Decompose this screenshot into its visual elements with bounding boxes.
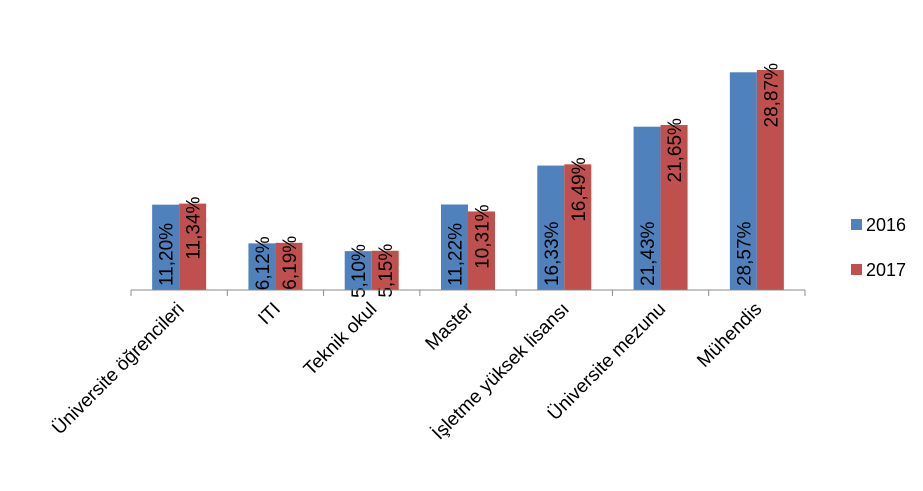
- data-label: 5,10%: [349, 244, 370, 298]
- data-label: 5,15%: [376, 244, 397, 298]
- bar-2017: [756, 70, 784, 291]
- data-label: 11,34%: [184, 196, 205, 259]
- bar-2016: [344, 251, 372, 290]
- bar-2016: [537, 165, 565, 290]
- data-label: 10,31%: [473, 204, 494, 269]
- category-label: ITI: [254, 299, 285, 330]
- bar-2017: [275, 242, 303, 290]
- bar-2016: [729, 72, 757, 290]
- data-label: 6,19%: [280, 236, 301, 290]
- data-label: 16,33%: [542, 221, 563, 286]
- bar-2016: [248, 243, 276, 290]
- value-labels-layer: 11,20% 11,34% 6,12% 6,19% 5,10% 5,15% 11,22% 10…: [157, 63, 783, 298]
- legend-swatch-2017: [851, 264, 862, 275]
- legend-swatch-2016: [851, 219, 862, 230]
- data-label: 21,43%: [638, 221, 659, 286]
- legend-label-2016: 2016: [866, 215, 906, 235]
- bar-2017: [371, 250, 399, 290]
- bar-2016: [441, 204, 468, 290]
- category-label: Üniversite öğrencileri: [48, 299, 188, 439]
- data-label: 16,49%: [569, 157, 590, 222]
- category-label: Master: [422, 298, 478, 354]
- bar-2017: [179, 203, 207, 290]
- category-labels-layer: Üniversite öğrencileri ITI Teknik okul Mast…: [48, 298, 766, 444]
- data-label: 28,57%: [734, 221, 755, 286]
- x-axis-ticks: [130, 290, 806, 296]
- legend: 2016 2017: [851, 215, 906, 280]
- category-label: Mühendis: [693, 299, 766, 372]
- bar-2017: [564, 164, 592, 290]
- bars-layer: [152, 70, 784, 291]
- legend-label-2017: 2017: [866, 260, 906, 280]
- category-label: Teknik okul: [300, 299, 381, 380]
- bar-2017: [468, 211, 495, 290]
- data-label: 21,65%: [665, 118, 686, 183]
- data-label: 28,87%: [761, 63, 782, 128]
- data-label: 11,22%: [446, 223, 467, 286]
- data-label: 6,12%: [253, 236, 274, 290]
- data-label: 11,20%: [157, 223, 178, 286]
- bar-2016: [152, 204, 180, 290]
- bar-2017: [660, 125, 688, 290]
- bar-2016: [633, 126, 661, 290]
